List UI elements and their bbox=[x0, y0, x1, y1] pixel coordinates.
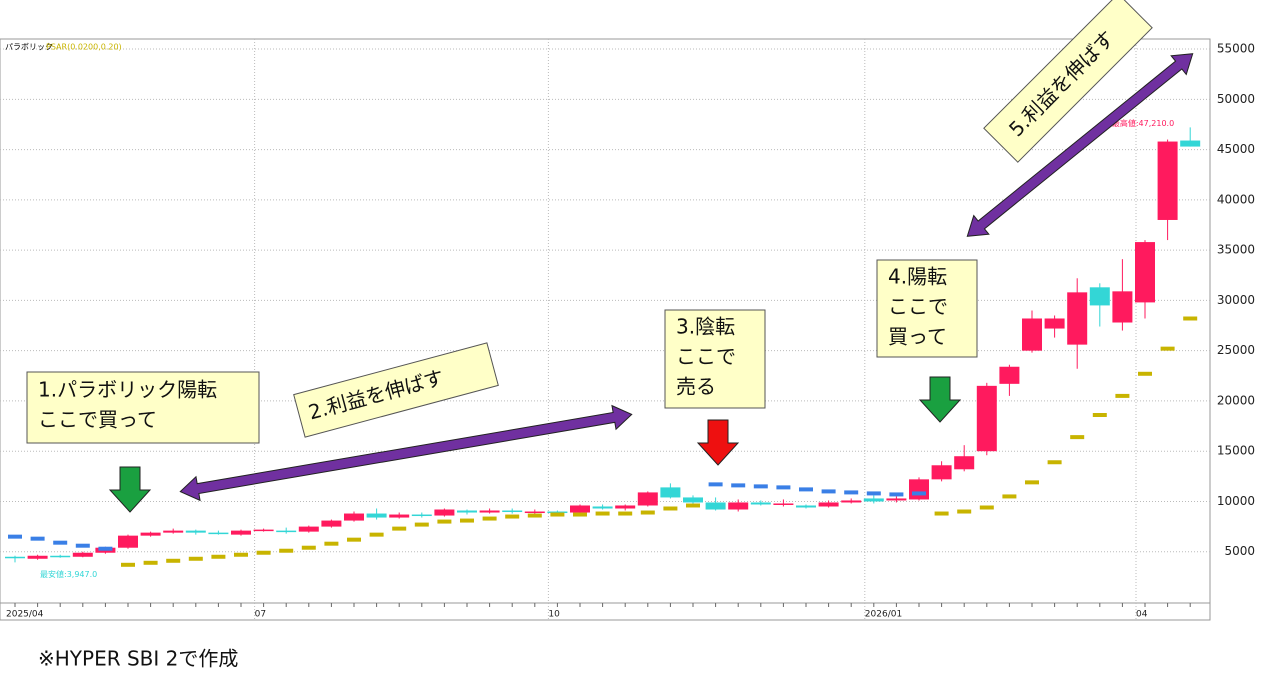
candle-body bbox=[547, 511, 568, 514]
candle-body bbox=[570, 505, 590, 513]
annotation-text: ここで bbox=[888, 295, 948, 319]
candle-body bbox=[434, 509, 455, 516]
y-tick-label: 30000 bbox=[1217, 293, 1255, 307]
candle-body bbox=[886, 498, 907, 501]
buy-arrow bbox=[918, 376, 962, 423]
high-label: 最高値:47,210.0 bbox=[1112, 118, 1174, 128]
candle-body bbox=[524, 511, 545, 514]
annotation-box bbox=[293, 342, 499, 438]
candle-body bbox=[163, 530, 184, 533]
buy-arrow bbox=[108, 466, 152, 513]
candle-body bbox=[185, 530, 206, 533]
candle-body bbox=[457, 510, 477, 513]
candle-body bbox=[5, 556, 25, 559]
candle-body bbox=[253, 529, 274, 532]
annotation-text: 売る bbox=[676, 375, 716, 399]
candle-body bbox=[615, 505, 636, 509]
annotation-box bbox=[26, 371, 260, 444]
candle-body bbox=[931, 465, 952, 480]
annotation-box bbox=[876, 259, 978, 358]
annotation-box bbox=[664, 309, 766, 409]
candle-body bbox=[366, 513, 387, 518]
candle-body bbox=[1157, 141, 1178, 220]
candle-body bbox=[231, 530, 251, 535]
candle-body bbox=[479, 510, 500, 513]
x-tick-label: 2026/01 bbox=[865, 610, 902, 620]
double-arrow bbox=[179, 404, 633, 502]
y-tick-label: 45000 bbox=[1217, 142, 1255, 156]
y-tick-label: 35000 bbox=[1217, 243, 1255, 257]
annotation-text: 買って bbox=[888, 325, 947, 349]
y-tick-label: 55000 bbox=[1217, 42, 1255, 56]
candle-body bbox=[660, 487, 681, 498]
candle-body bbox=[140, 532, 161, 536]
double-arrow bbox=[966, 53, 1194, 237]
candle-body bbox=[118, 535, 138, 548]
candle-body bbox=[411, 514, 432, 517]
indicator-label: パラボリック bbox=[5, 43, 53, 52]
low-label: 最安値:3,947.0 bbox=[40, 569, 97, 579]
annotation-text: 3.陰転 bbox=[676, 315, 735, 339]
candle-body bbox=[773, 503, 794, 505]
psar-label: PSAR(0.0200,0.20) bbox=[46, 43, 122, 52]
candle-body bbox=[750, 502, 771, 505]
candle-body bbox=[344, 513, 364, 521]
candle-body bbox=[841, 500, 862, 503]
annotation-text: ここで bbox=[676, 345, 736, 369]
footer: ※HYPER SBI 2で作成 bbox=[38, 647, 238, 671]
candle-body bbox=[1180, 140, 1201, 147]
candle-body bbox=[1112, 291, 1133, 323]
candle-body bbox=[502, 510, 523, 513]
candle-body bbox=[72, 552, 93, 557]
candle-body bbox=[27, 555, 48, 559]
candle-body bbox=[1022, 318, 1042, 351]
candle-body bbox=[1135, 242, 1155, 303]
candle-body bbox=[796, 505, 816, 508]
candle-body bbox=[389, 514, 410, 518]
candle-body bbox=[298, 526, 319, 532]
y-tick-label: 5000 bbox=[1224, 544, 1255, 558]
y-tick-label: 15000 bbox=[1217, 444, 1255, 458]
candle-body bbox=[1044, 318, 1065, 329]
y-tick-label: 50000 bbox=[1217, 92, 1255, 106]
y-tick-label: 10000 bbox=[1217, 494, 1255, 508]
annotation-box bbox=[983, 0, 1153, 163]
candle-body bbox=[818, 502, 839, 507]
candle-body bbox=[909, 479, 929, 500]
annotation-text: 1.パラボリック陽転 bbox=[38, 378, 217, 402]
x-tick-label: 04 bbox=[1136, 610, 1148, 620]
sell-arrow bbox=[696, 419, 740, 466]
x-tick-label: 10 bbox=[548, 610, 560, 620]
annotation-text: 4.陽転 bbox=[888, 265, 947, 289]
x-tick-label: 07 bbox=[255, 610, 266, 620]
candle-body bbox=[863, 498, 884, 502]
candle-body bbox=[728, 502, 749, 510]
candle-body bbox=[954, 456, 975, 470]
y-tick-label: 25000 bbox=[1217, 343, 1255, 357]
candle-body bbox=[276, 530, 297, 533]
y-tick-label: 40000 bbox=[1217, 192, 1255, 206]
candle-body bbox=[50, 555, 71, 558]
x-tick-label: 2025/04 bbox=[6, 610, 44, 620]
candle-body bbox=[683, 497, 703, 503]
candle-body bbox=[999, 366, 1020, 384]
candle-body bbox=[705, 502, 726, 510]
candle-body bbox=[321, 520, 342, 527]
annotation-text: ここで買って bbox=[38, 408, 157, 432]
candle-body bbox=[976, 385, 997, 452]
y-tick-label: 20000 bbox=[1217, 393, 1255, 407]
candle-body bbox=[1067, 292, 1088, 345]
candle-body bbox=[592, 506, 613, 509]
candle-body bbox=[1089, 287, 1110, 306]
candle-body bbox=[637, 492, 658, 506]
candle-body bbox=[208, 532, 229, 535]
